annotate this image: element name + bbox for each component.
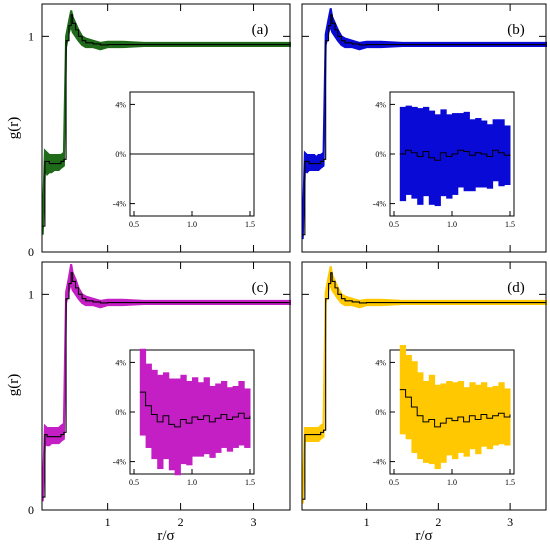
panel: 0 1 (a) 0.5 1.0 1.5 4% 0% -4% — [28, 3, 291, 259]
inset-y-tick-label: -4% — [113, 458, 127, 467]
inset-y-tick-label: 4% — [115, 100, 126, 109]
inset-y-tick-label: -4% — [373, 458, 387, 467]
inset-x-tick-label: 0.5 — [389, 220, 399, 229]
x-tick-label: 1 — [364, 515, 370, 529]
inset-y-tick-label: -4% — [373, 200, 387, 209]
x-tick-label: 3 — [251, 515, 257, 529]
y-tick-label: 1 — [28, 29, 34, 43]
y-tick-label: 1 — [28, 287, 34, 301]
inset-x-tick-label: 1.0 — [187, 220, 197, 229]
inset-x-tick-label: 1.5 — [505, 220, 515, 229]
y-axis-title: g(r) — [6, 374, 22, 397]
panel-label: (b) — [507, 22, 525, 38]
inset-x-tick-label: 0.5 — [129, 220, 139, 229]
inset-y-tick-label: 4% — [375, 358, 386, 367]
inset: 0.5 1.0 1.5 4% 0% -4% — [373, 345, 515, 487]
x-tick-label: 2 — [435, 515, 441, 529]
inset-x-tick-label: 1.5 — [245, 220, 255, 229]
inset: 0.5 1.0 1.5 4% 0% -4% — [113, 91, 255, 229]
inset-y-tick-label: 4% — [375, 100, 386, 109]
panel-label: (a) — [252, 22, 269, 38]
inset-y-tick-label: -4% — [113, 200, 127, 209]
y-axis-title: g(r) — [6, 117, 22, 140]
rdf-curve — [302, 14, 546, 236]
panel: 1 2 3 (d) 0.5 1.0 1.5 4% 0% -4% — [301, 261, 547, 529]
inset-x-tick-label: 1.0 — [187, 478, 197, 487]
inset-x-tick-label: 1.5 — [505, 478, 515, 487]
x-tick-label: 3 — [507, 515, 513, 529]
plot-frame — [301, 3, 547, 253]
panel: 1 2 3 0 1 (c) 0.5 1.0 1.5 4% 0% -4% — [28, 261, 291, 529]
rdf-curve — [302, 272, 546, 500]
x-axis-title: r/σ — [415, 528, 432, 544]
x-axis-title: r/σ — [157, 528, 174, 544]
plot-frame — [301, 261, 547, 511]
plot-frame — [41, 261, 291, 511]
inset-curve — [399, 389, 511, 428]
rdf-curve — [42, 272, 290, 498]
plot-frame — [41, 3, 291, 253]
x-tick-label: 1 — [105, 515, 111, 529]
inset: 0.5 1.0 1.5 4% 0% -4% — [113, 348, 255, 487]
panel-label: (d) — [507, 280, 525, 296]
inset-y-tick-label: 0% — [115, 150, 126, 159]
inset-y-tick-label: 0% — [375, 408, 386, 417]
inset-curve — [399, 149, 511, 161]
y-tick-label: 0 — [28, 503, 34, 517]
inset-x-tick-label: 1.5 — [245, 478, 255, 487]
inset-y-tick-label: 0% — [115, 408, 126, 417]
rdf-curve — [42, 14, 290, 227]
panel-label: (c) — [252, 280, 269, 296]
y-tick-label: 0 — [28, 245, 34, 259]
inset-x-tick-label: 1.0 — [447, 220, 457, 229]
x-tick-label: 2 — [178, 515, 184, 529]
inset: 0.5 1.0 1.5 4% 0% -4% — [373, 91, 515, 229]
inset-x-tick-label: 1.0 — [447, 478, 457, 487]
inset-x-tick-label: 0.5 — [129, 478, 139, 487]
inset-y-tick-label: 4% — [115, 358, 126, 367]
inset-curve — [139, 391, 251, 428]
inset-y-tick-label: 0% — [375, 150, 386, 159]
panel: (b) 0.5 1.0 1.5 4% 0% -4% — [301, 3, 547, 253]
inset-x-tick-label: 0.5 — [389, 478, 399, 487]
